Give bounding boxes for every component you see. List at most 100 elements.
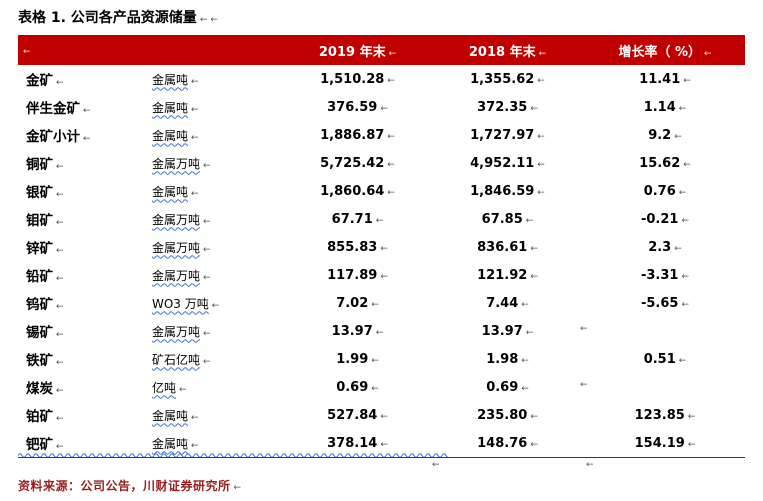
value-2018-cell: 148.76 ← <box>430 436 585 451</box>
value-2019-cell: 7.02 ← <box>285 296 430 311</box>
growth-value: 1.14 <box>643 99 676 115</box>
value-2019-cell: 67.71 ← <box>285 212 430 227</box>
value-2018-cell: 13.97 ← <box>430 324 585 339</box>
return-mark: ← <box>210 15 218 25</box>
product-name-cell: 钼矿 ← <box>18 209 148 229</box>
end-of-cell-mark: ← <box>380 103 388 114</box>
product-name: 锌矿 <box>26 241 53 257</box>
unit-cell: WO3 万吨 ← <box>148 295 285 312</box>
end-of-cell-mark: ← <box>530 271 538 282</box>
header-growth-text: 增长率（ %） <box>618 44 701 60</box>
unit-cell: 金属万吨 ← <box>148 239 285 256</box>
unit-cell: 矿石亿吨 ← <box>148 351 285 368</box>
end-of-cell-mark: ← <box>530 439 538 450</box>
end-of-cell-mark: ← <box>580 324 588 334</box>
table-row: 银矿 ← 金属吨 ← 1,860.64 ← 1,846.59 ← 0.76 ← <box>18 177 745 205</box>
value-2018-cell: 1,727.97 ← <box>430 128 585 143</box>
end-of-cell-mark: ← <box>678 355 687 366</box>
value-2018: 1.98 <box>486 351 519 367</box>
end-of-cell-mark: ← <box>674 131 682 142</box>
unit-label: 金属万吨 <box>152 268 201 283</box>
end-of-cell-mark: ← <box>683 75 691 86</box>
product-name: 金矿 <box>26 73 53 89</box>
product-name: 金矿小计 <box>26 129 80 145</box>
growth-cell: 0.51 ← <box>585 352 745 367</box>
source-text: 资料来源：公司公告，川财证券研究所 <box>18 479 231 493</box>
end-of-cell-mark: ← <box>537 131 545 142</box>
return-mark: ← <box>432 460 440 470</box>
end-of-cell-mark: ← <box>203 356 211 367</box>
value-2019: 5,725.42 <box>320 155 385 171</box>
unit-label: 金属吨 <box>152 436 189 451</box>
value-2018-cell: 1,846.59 ← <box>430 184 585 199</box>
value-2019-cell: 1.99 ← <box>285 352 430 367</box>
value-2019: 1,886.87 <box>320 127 385 143</box>
value-2018: 67.85 <box>481 211 523 227</box>
header-cell-label: ← <box>18 43 285 58</box>
value-2019: 1.99 <box>336 351 369 367</box>
end-of-cell-mark: ← <box>191 132 199 143</box>
value-2018: 235.80 <box>477 407 528 423</box>
unit-cell: 金属吨 ← <box>148 435 285 452</box>
end-of-cell-mark: ← <box>687 411 696 422</box>
unit-label: WO3 万吨 <box>152 296 209 311</box>
end-of-cell-mark: ← <box>521 299 529 310</box>
end-of-cell-mark: ← <box>56 162 64 172</box>
table-row: 铁矿 ← 矿石亿吨 ← 1.99 ← 1.98 ← 0.51 ← <box>18 345 745 373</box>
end-of-cell-mark: ← <box>678 103 687 114</box>
end-of-cell-mark: ← <box>56 330 64 340</box>
growth-value: 123.85 <box>634 407 685 423</box>
value-2019: 67.71 <box>331 211 373 227</box>
end-of-cell-mark: ← <box>56 358 64 368</box>
product-name-cell: 铂矿 ← <box>18 405 148 425</box>
value-2019-cell: 13.97 ← <box>285 324 430 339</box>
value-2018: 836.61 <box>477 239 528 255</box>
end-of-cell-mark: ← <box>580 380 588 390</box>
end-of-cell-mark: ← <box>191 76 199 87</box>
value-2018: 372.35 <box>477 99 528 115</box>
unit-cell: 金属万吨 ← <box>148 267 285 284</box>
end-of-cell-mark: ← <box>687 439 696 450</box>
table-row: 铅矿 ← 金属万吨 ← 117.89 ← 121.92 ← -3.31 ← <box>18 261 745 289</box>
table-row: 铜矿 ← 金属万吨 ← 5,725.42 ← 4,952.11 ← 15.62 ← <box>18 149 745 177</box>
end-of-cell-mark: ← <box>387 75 395 86</box>
growth-cell: 11.41 ← <box>585 72 745 87</box>
value-2019-cell: 5,725.42 ← <box>285 156 430 171</box>
growth-cell: 0.76 ← <box>585 184 745 199</box>
value-2018: 121.92 <box>477 267 528 283</box>
product-name: 铅矿 <box>26 269 53 285</box>
product-name-cell: 金矿小计 ← <box>18 125 148 145</box>
table-row: 伴生金矿 ← 金属吨 ← 376.59 ← 372.35 ← 1.14 ← <box>18 93 745 121</box>
end-of-cell-mark: ← <box>537 75 545 86</box>
unit-cell: 金属万吨 ← <box>148 323 285 340</box>
product-name: 铜矿 <box>26 157 53 173</box>
end-of-cell-mark: ← <box>56 442 64 452</box>
table-row: 锡矿 ← 金属万吨 ← 13.97 ← 13.97 ← ← <box>18 317 745 345</box>
end-of-cell-mark: ← <box>203 272 211 283</box>
product-name: 银矿 <box>26 185 53 201</box>
end-of-cell-mark: ← <box>530 103 538 114</box>
data-table: ← 2019 年末 ← 2018 年末 ← 增长率（ %） ← 金矿 ← 金属吨 ← 1,51… <box>18 35 745 472</box>
unit-label: 金属吨 <box>152 128 189 143</box>
value-2019: 7.02 <box>336 295 369 311</box>
end-of-cell-mark: ← <box>380 439 388 450</box>
growth-cell: -3.31 ← <box>585 268 745 283</box>
growth-value: -3.31 <box>640 267 679 283</box>
header-2018-text: 2018 年末 <box>468 44 536 60</box>
product-name-cell: 煤炭 ← <box>18 377 148 397</box>
end-of-cell-mark: ← <box>678 187 687 198</box>
product-name-cell: 钯矿 ← <box>18 433 148 453</box>
growth-value: 154.19 <box>634 435 685 451</box>
value-2019-cell: 0.69 ← <box>285 380 430 395</box>
product-name: 钼矿 <box>26 213 53 229</box>
table-row: 锌矿 ← 金属万吨 ← 855.83 ← 836.61 ← 2.3 ← <box>18 233 745 261</box>
end-of-cell-mark: ← <box>521 355 529 366</box>
product-name: 钯矿 <box>26 437 53 453</box>
unit-label: 金属万吨 <box>152 324 201 339</box>
end-of-cell-mark: ← <box>674 243 682 254</box>
product-name-cell: 锡矿 ← <box>18 321 148 341</box>
value-2018: 1,846.59 <box>470 183 535 199</box>
growth-value: 15.62 <box>639 155 681 171</box>
value-2018-cell: 1.98 ← <box>430 352 585 367</box>
